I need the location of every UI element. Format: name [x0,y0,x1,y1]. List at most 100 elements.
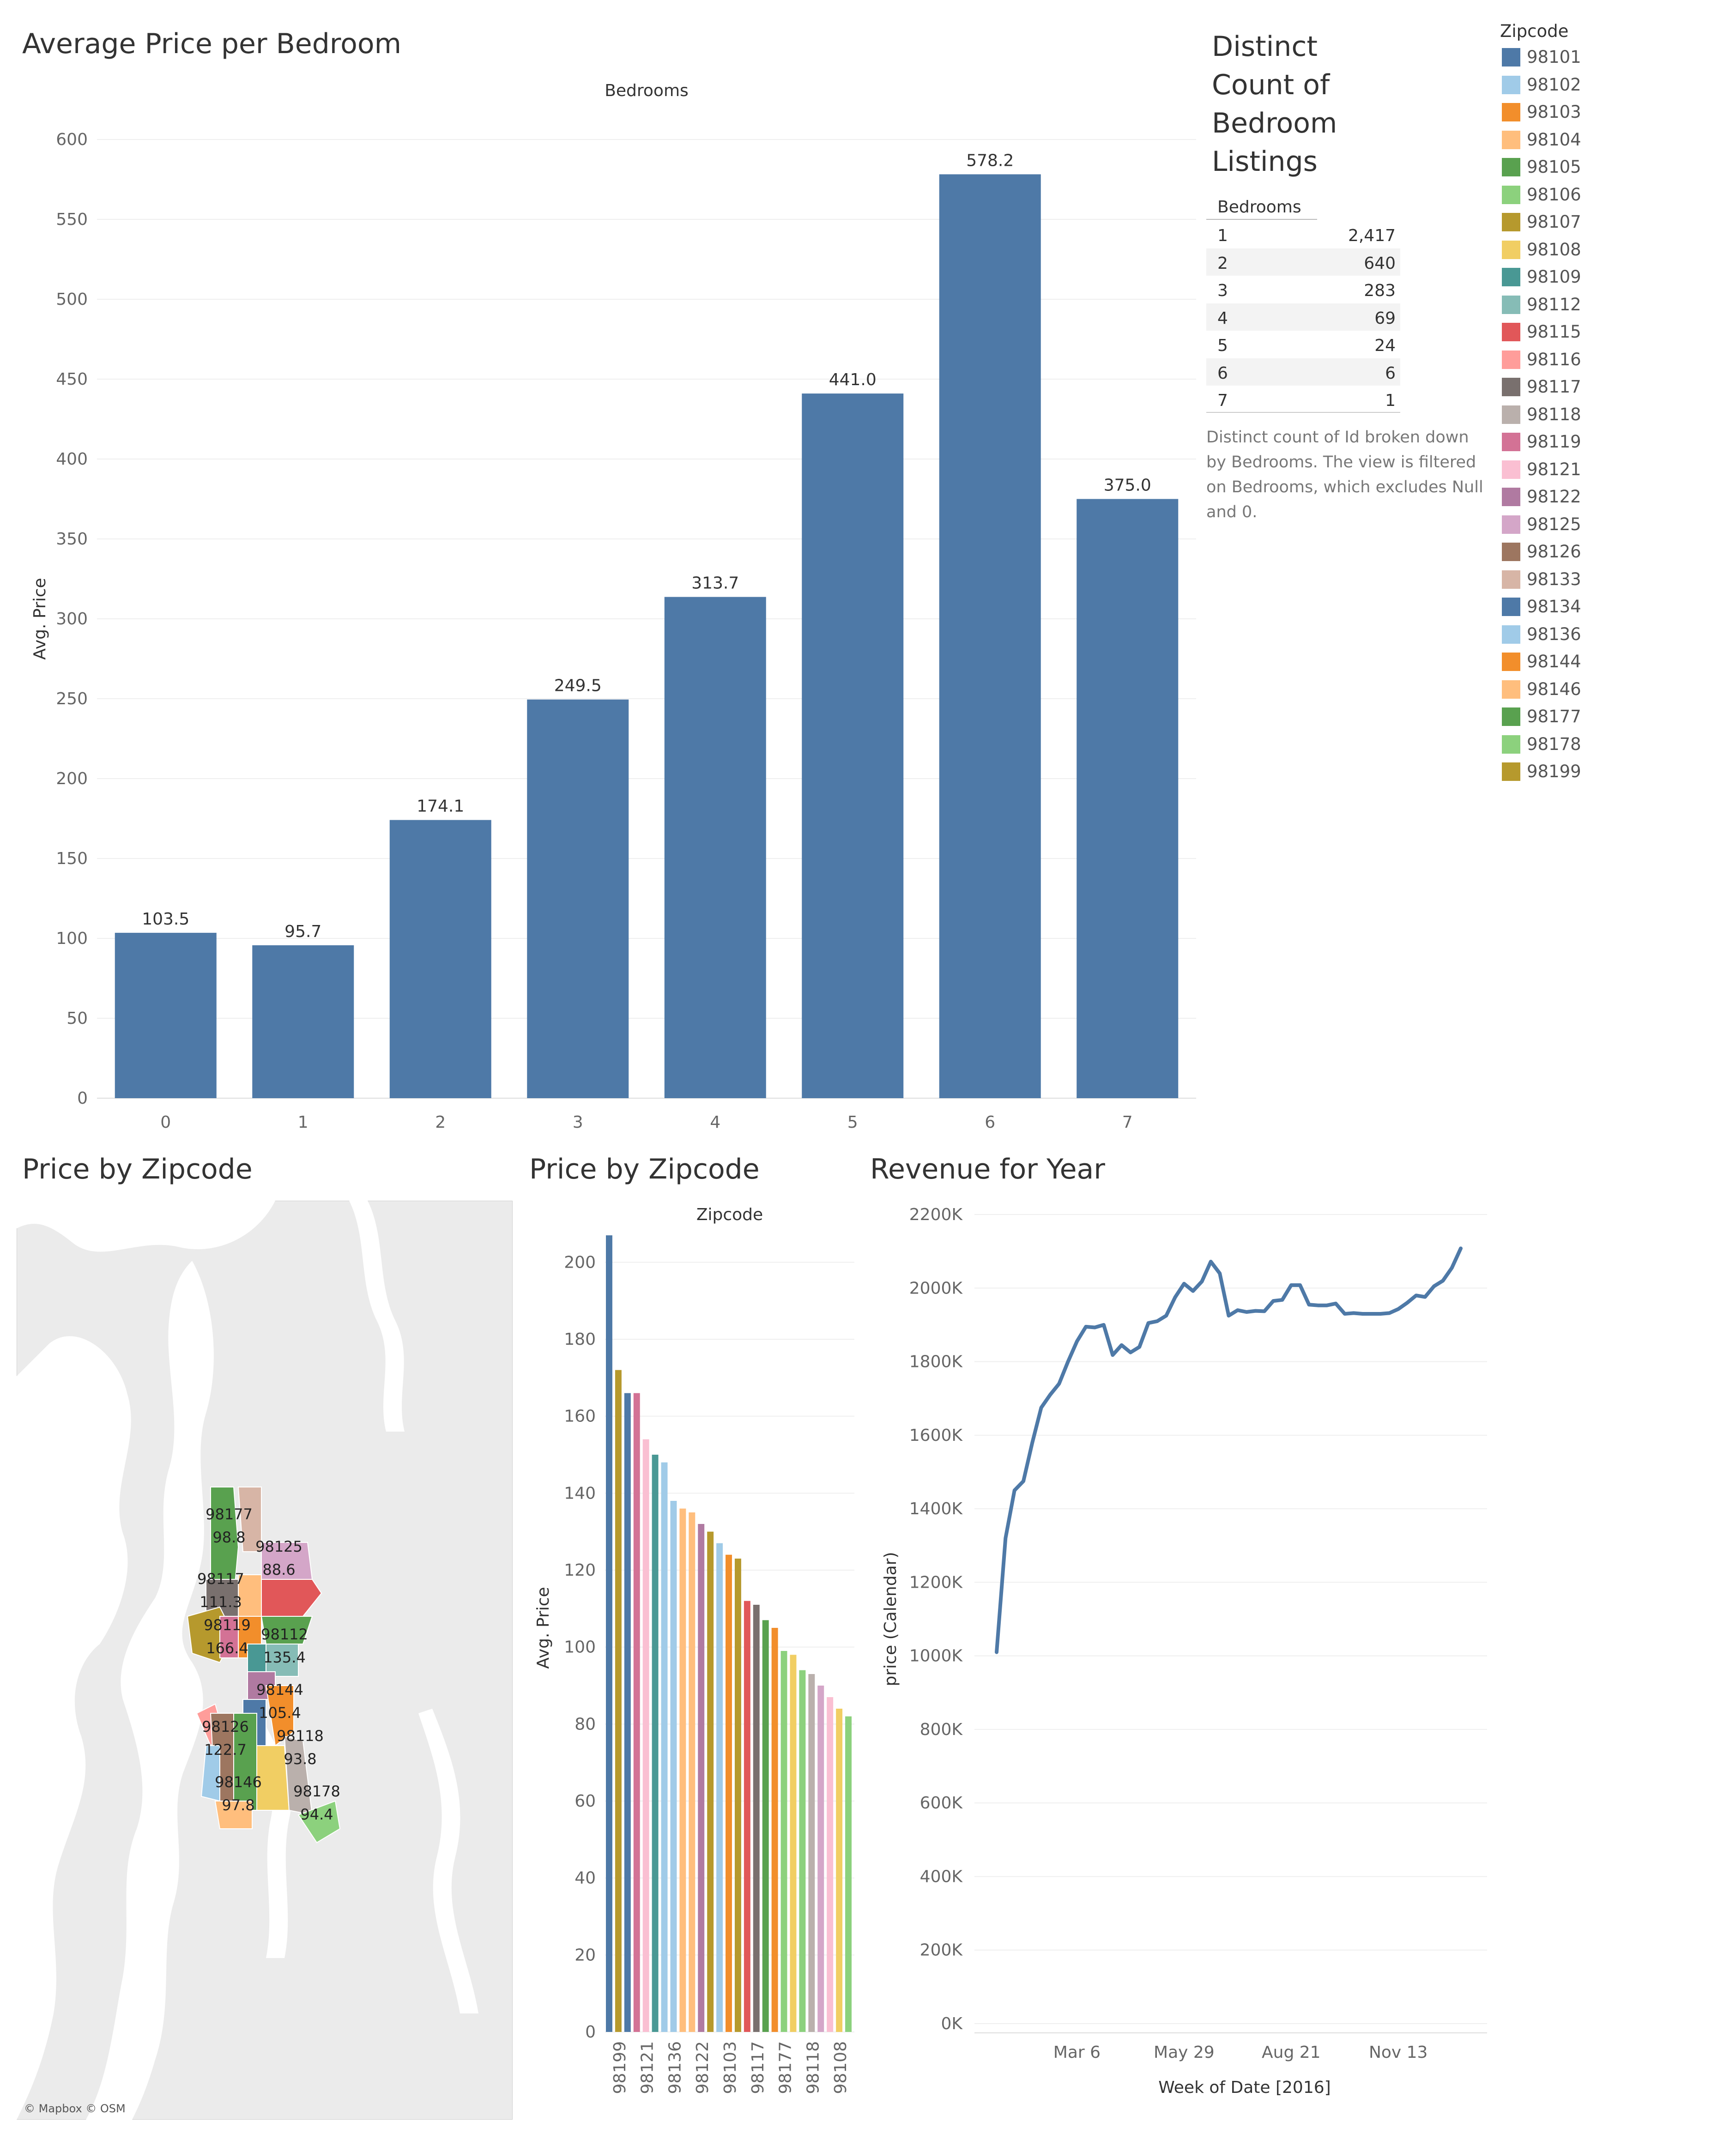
bar [664,597,766,1098]
map-value-label: 122.7 [204,1741,247,1759]
table-cell-bedrooms: 7 [1217,391,1228,410]
legend-label: 98103 [1527,102,1581,122]
y-tick-label: 300 [56,610,88,629]
zip-bar [707,1531,714,2032]
y-axis-title: price (Calendar) [881,1552,900,1686]
map-value-label: 105.4 [259,1704,301,1722]
legend-label: 98108 [1527,239,1581,260]
x-tick-label: 98177 [776,2041,795,2094]
zip-bar-title: Price by Zipcode [529,1153,760,1185]
legend-label: 98107 [1527,212,1581,232]
legend-label: 98122 [1527,487,1581,507]
bar [115,932,217,1098]
y-tick-label: 1600K [909,1426,963,1445]
x-axis-title: Week of Date [2016] [1158,2078,1331,2097]
table-cell-count: 6 [1385,363,1396,383]
table-title-line: Distinct [1212,30,1318,63]
zip-bar [633,1393,640,2032]
bar-chart-title: Average Price per Bedroom [22,28,402,60]
bar-value-label: 313.7 [691,574,739,593]
zip-bar [771,1628,778,2032]
y-tick-label: 500 [56,290,88,309]
legend-label: 98115 [1527,322,1581,342]
legend-swatch [1502,543,1520,561]
y-tick-label: 250 [56,689,88,708]
zip-bar [744,1601,750,2032]
zipcode-map[interactable]: 98177 98.8 98125 88.6 98117 111.3 98119 166.4 98… [17,1201,513,2120]
table-title-line: Listings [1212,145,1318,178]
zip-area-98112 [266,1644,299,1677]
zip-bar [698,1524,705,2032]
table-header-rule [1206,219,1317,220]
bar [939,174,1041,1098]
map-zip-label: 98119 [204,1616,251,1634]
table-cell-count: 2,417 [1348,226,1396,245]
legend-swatch [1502,515,1520,534]
x-axis-title: Bedrooms [605,81,689,100]
legend-swatch [1502,75,1520,94]
legend-label: 98126 [1527,542,1581,562]
legend-swatch [1502,735,1520,754]
map-zip-label: 98146 [215,1773,262,1791]
y-tick-label: 2000K [909,1279,963,1298]
map-zip-label: 98177 [206,1505,253,1523]
y-tick-label: 450 [56,370,88,389]
y-tick-label: 800K [920,1720,963,1739]
legend-swatch [1502,762,1520,781]
y-tick-label: 120 [564,1561,596,1580]
zip-bar [726,1554,732,2032]
table-caption: Distinct count of Id broken down by Bedr… [1206,428,1483,521]
table-cell-bedrooms: 5 [1217,336,1228,355]
table-title-line: Count of [1212,69,1330,101]
x-tick-label: 98122 [693,2041,712,2094]
map-zip-label: 98126 [202,1718,249,1735]
y-tick-label: 1800K [909,1353,963,1372]
legend-label: 98178 [1527,734,1581,754]
zip-area-98105 [260,1616,313,1644]
zip-bar [734,1559,741,2032]
zip-bar [670,1501,677,2032]
zip-area-98178 [297,1800,341,1844]
map-value-label: 111.3 [200,1593,242,1611]
zip-bar [780,1651,787,2032]
map-zip-label: 98125 [255,1538,302,1555]
zip-bar [624,1393,631,2032]
y-tick-label: 140 [564,1484,596,1503]
legend-swatch [1502,240,1520,259]
legend-swatch [1502,158,1520,176]
table-title-line: Bedroom [1212,107,1337,139]
legend-label: 98146 [1527,679,1581,699]
table-cell-count: 24 [1374,336,1396,355]
legend-label: 98119 [1527,432,1581,452]
y-tick-label: 350 [56,530,88,549]
water-body [17,1201,275,1252]
y-tick-label: 0 [77,1089,88,1108]
map-value-label: 88.6 [262,1561,295,1578]
legend-title: Zipcode [1500,21,1569,41]
zip-bar [716,1543,723,2032]
legend-swatch [1502,295,1520,314]
zip-area-98144 [265,1685,294,1747]
legend-swatch [1502,213,1520,231]
zip-bar [827,1697,834,2032]
legend-swatch [1502,707,1520,726]
bar [389,820,491,1098]
legend-swatch [1502,570,1520,589]
zip-bar [817,1686,824,2032]
y-tick-label: 100 [56,929,88,948]
legend-swatch [1502,653,1520,671]
water-body [17,1336,131,2120]
bar-value-label: 441.0 [829,370,877,389]
table-header: Bedrooms [1217,198,1301,217]
zip-area-98146 [214,1801,253,1829]
legend-label: 98177 [1527,707,1581,726]
table-cell-bedrooms: 3 [1217,281,1228,300]
table-row: 3 283 [1206,276,1400,303]
bar-value-label: 174.1 [417,797,464,816]
water-body [86,1261,214,2120]
x-tick-label: 98118 [804,2041,823,2094]
zip-bar [762,1620,769,2032]
legend-label: 98136 [1527,624,1581,644]
